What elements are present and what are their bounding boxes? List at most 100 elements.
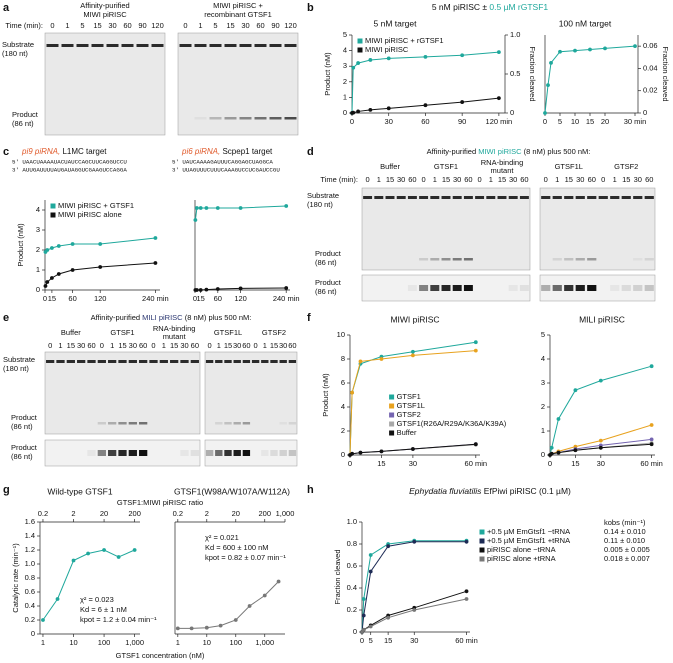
x-tick-label: 15	[377, 459, 385, 468]
y-tick-label: 6	[341, 378, 345, 387]
lane-label: 30	[634, 175, 642, 184]
gel-band	[587, 285, 597, 291]
gel-side-label: Substrate	[2, 40, 34, 49]
time-label: Time (min):	[320, 175, 358, 184]
gel-band	[441, 285, 451, 291]
data-point	[361, 613, 366, 618]
gel-band	[56, 360, 65, 363]
gel-band	[91, 44, 104, 47]
data-point	[556, 417, 561, 421]
panel-title-part: 0.5 µM rGTSF1	[489, 2, 548, 12]
pirna-name: pi9 piRNA,	[21, 147, 62, 156]
data-point	[588, 47, 592, 52]
lane-label: 0	[208, 341, 212, 350]
y-tick-label: 1.0	[347, 517, 357, 526]
gel-band	[128, 360, 137, 363]
gel-band	[541, 196, 551, 199]
legend-swatch	[389, 421, 395, 427]
gel-band	[224, 117, 237, 120]
x2-tick-label: 0.2	[173, 509, 183, 518]
data-point	[368, 624, 373, 629]
x-tick-label: 15	[571, 459, 579, 468]
gel-band	[270, 450, 278, 456]
series-line	[177, 581, 279, 629]
gel-band	[87, 360, 96, 363]
legend-kobs: 0.14 ± 0.010	[604, 527, 646, 536]
lane-label: 0	[183, 21, 187, 30]
gel-band	[441, 196, 451, 199]
lane-label: 0	[478, 175, 482, 184]
x-tick-label: 100	[230, 638, 243, 647]
annotation: χ² = 0.021	[205, 533, 239, 542]
lane-label: 60	[242, 341, 250, 350]
x2-tick-label: 200	[128, 509, 141, 518]
y-tick-label: 1	[541, 426, 545, 435]
annotation: kpot = 1.2 ± 0.04 min⁻¹	[80, 615, 157, 624]
legend-label: MIWI piRISC	[365, 45, 409, 54]
data-point	[356, 109, 361, 114]
legend-label: MIWI piRISC + GTSF1	[58, 201, 134, 210]
lane-label: 60	[520, 175, 528, 184]
gel-band	[270, 360, 278, 363]
chart-title: MILI piRISC	[579, 314, 625, 324]
lane-label: 0	[254, 341, 258, 350]
lane-label: 30	[108, 21, 116, 30]
gel-band	[139, 422, 148, 425]
legend-header: kobs (min⁻¹)	[604, 518, 646, 527]
lane-label: 30	[576, 175, 584, 184]
lane-label: 15	[565, 175, 573, 184]
lane-label: 1	[198, 21, 202, 30]
data-point	[411, 447, 415, 451]
legend-label: GTSF1(R26A/R29A/K36A/K39A)	[397, 419, 507, 428]
x-tick-label: 90	[458, 117, 466, 126]
x-tick-label: 60 min	[465, 459, 488, 468]
lane-label: 5	[213, 21, 217, 30]
legend-swatch	[479, 556, 485, 562]
gel-band	[108, 422, 117, 425]
legend-swatch	[479, 529, 485, 535]
series-line	[361, 540, 467, 633]
data-point	[204, 206, 209, 210]
gel-band	[288, 360, 297, 363]
data-point	[603, 46, 607, 51]
y-axis-label: Product (nM)	[16, 223, 25, 267]
data-point	[56, 244, 61, 248]
legend-label: +0.5 µM EmGtsf1 −tRNA	[487, 527, 570, 536]
gel-band	[430, 196, 440, 199]
gel-band	[118, 422, 127, 425]
y-axis-label: Catalytic rate (min⁻¹)	[11, 543, 20, 613]
data-point	[386, 615, 391, 620]
y-tick-label: 5	[541, 330, 545, 339]
y-tick-label: 0	[341, 450, 345, 459]
panel-title-part: MIWI piRISC	[478, 147, 522, 156]
series-line	[544, 45, 636, 114]
x2-tick-label: 200	[258, 509, 271, 518]
pirna-name: pi6 piRNA,	[181, 147, 222, 156]
data-point	[473, 442, 478, 447]
lane-label: 15	[442, 175, 450, 184]
time-label: Time (min):	[5, 21, 43, 30]
lane-label: 1	[489, 175, 493, 184]
gel-band	[644, 196, 654, 199]
lane-label: 1	[58, 341, 62, 350]
data-point	[368, 107, 373, 112]
gel-band	[497, 196, 507, 199]
x-tick-label: 0	[350, 117, 354, 126]
gel-band	[261, 450, 269, 456]
x2-tick-label: 2	[205, 509, 209, 518]
data-point	[116, 555, 121, 559]
lane-label: 15	[226, 21, 234, 30]
lane-label: 15	[622, 175, 630, 184]
gel-band	[269, 117, 282, 120]
gel-band	[239, 44, 252, 47]
gel	[204, 351, 298, 435]
lane-label: 15	[93, 21, 101, 30]
gel-band	[508, 285, 518, 291]
lane-label: 60	[87, 341, 95, 350]
panel-title-part: Affinity-purified	[91, 313, 143, 322]
legend-kobs: 0.005 ± 0.005	[604, 545, 650, 554]
y2-tick-label: 0.02	[643, 86, 658, 95]
panel-label: b	[307, 2, 314, 14]
lane-label: 1	[110, 341, 114, 350]
data-point	[71, 558, 76, 563]
